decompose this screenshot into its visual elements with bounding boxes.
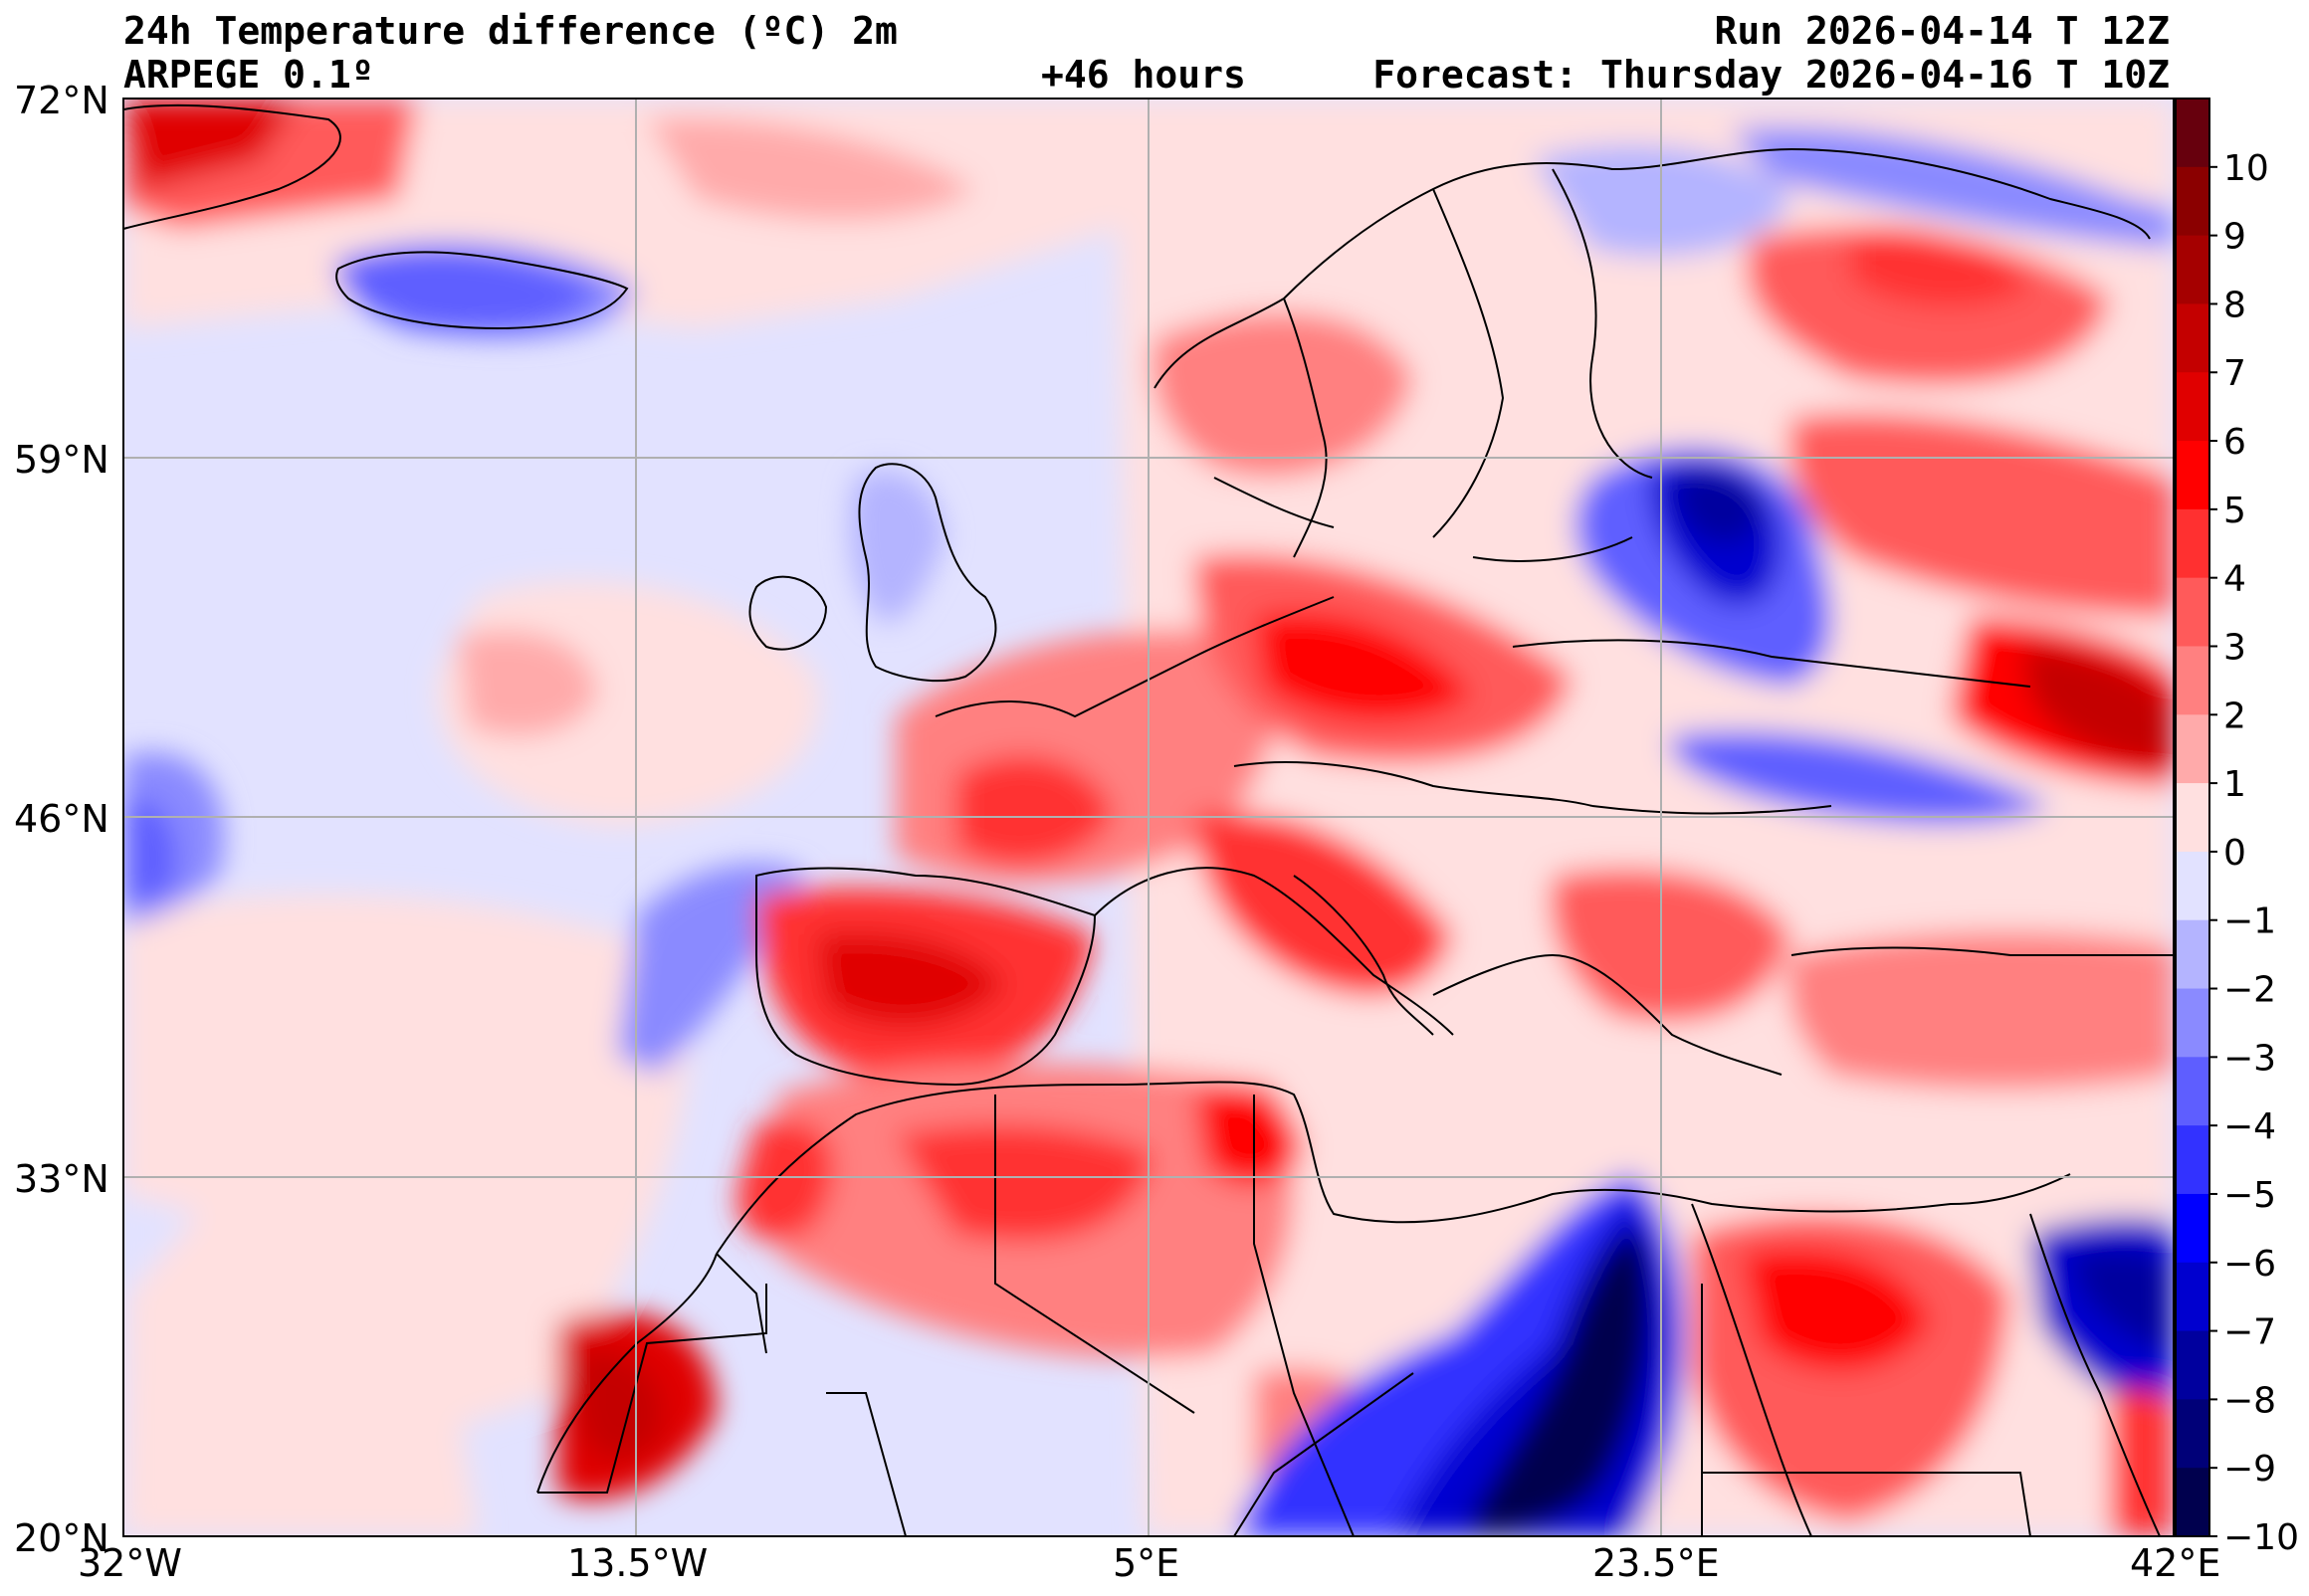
- lead-time: +46 hours: [1041, 53, 1246, 97]
- lon-tick-label: 42°E: [2130, 1541, 2221, 1585]
- colorbar-tick-label: −6: [2223, 1244, 2276, 1285]
- lat-tick-label: 20°N: [14, 1516, 109, 1560]
- colorbar-swatch: [2176, 646, 2209, 715]
- colorbar-swatch: [2176, 99, 2209, 168]
- lat-tick-label: 72°N: [14, 79, 109, 122]
- colorbar-swatch: [2176, 1399, 2209, 1469]
- colorbar-tick-label: −3: [2223, 1038, 2276, 1079]
- colorbar-tick-label: −5: [2223, 1175, 2276, 1216]
- lon-tick-label: 5°E: [1113, 1541, 1180, 1585]
- colorbar-swatch: [2176, 372, 2209, 442]
- colorbar-tick-label: −7: [2223, 1312, 2276, 1353]
- colorbar-swatch: [2176, 851, 2209, 921]
- colorbar-swatch: [2176, 714, 2209, 784]
- model-name: ARPEGE 0.1º: [123, 53, 374, 97]
- colorbar-swatch: [2176, 1057, 2209, 1126]
- colorbar-swatch: [2176, 577, 2209, 647]
- colorbar-swatch: [2176, 919, 2209, 990]
- colorbar-tick-label: 8: [2223, 285, 2246, 325]
- colorbar-tick-label: 0: [2223, 833, 2246, 874]
- colorbar-tick-label: −10: [2223, 1517, 2299, 1558]
- colorbar-swatch: [2176, 988, 2209, 1058]
- colorbar-tick-label: 5: [2223, 491, 2246, 531]
- colorbar-tick-label: 10: [2223, 148, 2269, 189]
- colorbar-tick-label: 4: [2223, 559, 2246, 600]
- lon-tick-label: 23.5°E: [1592, 1541, 1720, 1585]
- colorbar-tick-label: −8: [2223, 1380, 2276, 1421]
- colorbar-tick-label: −2: [2223, 970, 2276, 1011]
- colorbar-swatch: [2176, 166, 2209, 237]
- colorbar-tick-label: −1: [2223, 901, 2276, 942]
- lon-tick-label: 32°W: [78, 1541, 182, 1585]
- colorbar-frame: [2175, 98, 2210, 1537]
- colorbar-swatch: [2176, 783, 2209, 853]
- colorbar-swatch: [2176, 1262, 2209, 1332]
- run-time: Run 2026-04-14 T 12Z: [1714, 9, 2170, 53]
- graticule: [123, 99, 2174, 1536]
- colorbar-tick-label: 2: [2223, 696, 2246, 736]
- colorbar-tick-label: 3: [2223, 627, 2246, 668]
- colorbar-swatch: [2176, 1193, 2209, 1264]
- colorbar-swatch: [2176, 303, 2209, 373]
- colorbar-swatch: [2176, 1125, 2209, 1195]
- colorbar-tick-label: 6: [2223, 422, 2246, 463]
- map-frame: [122, 98, 2175, 1537]
- colorbar-swatch: [2176, 1468, 2209, 1537]
- map-title: 24h Temperature difference (ºC) 2m: [123, 9, 898, 53]
- colorbar-swatch: [2176, 1330, 2209, 1400]
- colorbar-tick-label: 9: [2223, 217, 2246, 258]
- colorbar-swatch: [2176, 235, 2209, 304]
- lat-tick-label: 33°N: [14, 1157, 109, 1201]
- colorbar-tick-label: −9: [2223, 1449, 2276, 1490]
- colorbar-tick-label: 7: [2223, 353, 2246, 394]
- lat-tick-label: 59°N: [14, 438, 109, 482]
- forecast-time: Forecast: Thursday 2026-04-16 T 10Z: [1372, 53, 2170, 97]
- lat-tick-label: 46°N: [14, 797, 109, 841]
- colorbar-tick-label: −4: [2223, 1106, 2276, 1147]
- colorbar-swatch: [2176, 508, 2209, 579]
- colorbar-swatch: [2176, 441, 2209, 510]
- colorbar-tick-label: 1: [2223, 764, 2246, 805]
- coastlines: [123, 103, 2174, 1536]
- lon-tick-label: 13.5°W: [567, 1541, 709, 1585]
